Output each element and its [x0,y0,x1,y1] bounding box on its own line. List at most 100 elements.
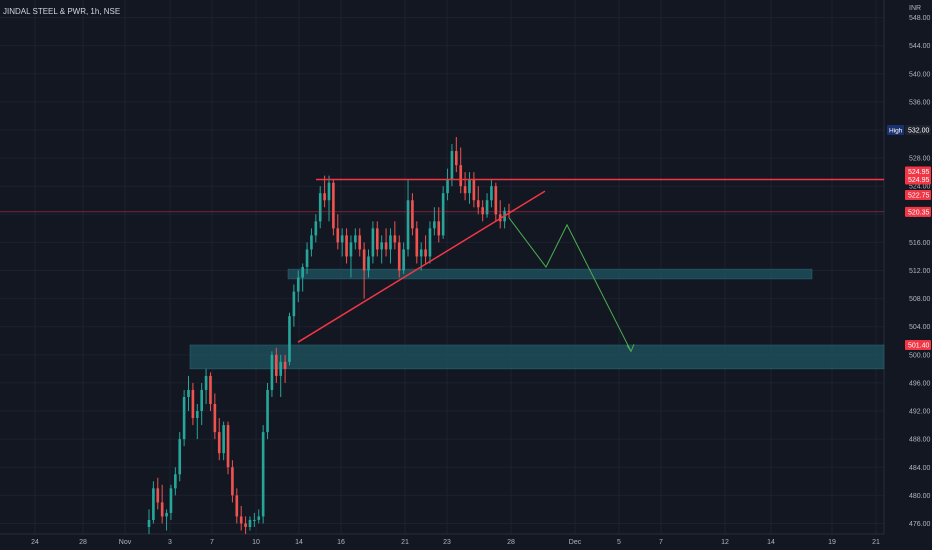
x-tick-label: 7 [210,539,214,546]
chart-title: JINDAL STEEL & PWR, 1h, NSE [3,7,120,16]
candle [327,175,331,222]
candle [209,372,212,412]
x-tick-label: 16 [337,539,345,546]
candle [235,488,239,524]
candle-body [441,193,445,236]
candle [437,207,441,243]
candle-body [200,389,203,412]
candle [358,228,362,257]
x-tick-label: 5 [617,539,621,546]
candle [248,516,252,531]
candle [424,235,427,264]
candle [187,375,190,412]
candle [481,200,484,222]
resistance-tag-b-bg [905,174,931,185]
x-axis[interactable]: 24 28 Nov 3 7 10 14 16 21 23 28 Dec 5 7 12 14 19 21 [31,539,880,546]
candle [393,221,397,250]
x-tick-label: 23 [443,539,451,546]
resistance-tag-a: 524.95 [905,166,931,177]
candle [204,368,208,405]
candle [160,484,164,524]
candle-body [468,179,471,194]
candle-body [393,235,397,243]
candle-body [231,467,234,496]
candle [468,172,471,204]
candle-body [437,221,441,236]
candle-body [327,182,331,201]
candle-body [446,179,449,194]
candle [389,228,392,264]
x-tick-label: 7 [659,539,663,546]
high-label-bg [887,124,904,135]
candle-body [463,186,467,194]
candle-body [450,151,454,180]
candle-body [182,396,186,440]
y-tick-label: 516.00 [909,240,931,247]
y-tick-label: 508.00 [909,296,931,303]
candle-body [406,200,410,250]
candle-body [349,242,353,257]
level-tag-c: 522.75 [905,189,931,200]
candle-body [472,179,476,201]
candle [375,221,379,257]
resistance-tag-a-bg [905,166,931,177]
candle [182,389,186,447]
x-tick-label: 3 [168,539,172,546]
y-tick-label: 492.00 [909,409,931,416]
last-price-tag-bg [905,206,931,217]
candle-body [283,361,287,369]
candle-body [362,249,366,271]
resistance-tag-a-text: 524.95 [908,169,930,176]
candle [441,186,445,239]
y-tick-label: 512.00 [909,268,931,275]
candle-body [384,242,388,250]
candle [191,382,195,426]
candle [169,484,173,520]
y-tick-label: 476.00 [909,521,931,528]
candle-body [160,502,164,517]
last-price-tag: 520.35 [905,206,931,217]
x-tick-label: 21 [401,539,409,546]
candle [332,179,335,236]
candle-body [226,425,230,468]
candle-body [314,221,318,236]
zones [189,268,885,370]
candle [507,203,511,218]
candle [354,228,357,250]
level-tag-c-bg [905,189,931,200]
candle-body [340,235,344,243]
candle [244,516,247,534]
candle-body [424,249,427,257]
candle [292,284,296,327]
candle [340,228,344,257]
candle-body [411,200,414,229]
candle [367,249,370,278]
high-label: High [889,127,903,134]
candle [178,432,182,482]
candle [314,214,318,243]
candle [336,214,340,250]
candle-body [147,519,151,527]
candle [419,242,423,271]
candle-body [310,235,313,250]
candle [402,242,405,275]
candle-body [266,389,269,433]
y-tick-label: 548.00 [909,15,931,22]
candle [459,147,463,194]
candle [349,235,353,278]
candle-body [481,207,484,215]
candle [345,228,348,264]
candle-body [244,523,247,527]
y-axis[interactable]: 476.00 480.00 484.00 488.00 492.00 496.00 500.… [909,15,931,528]
candle [323,175,326,208]
last-price-tag-text: 520.35 [908,209,930,216]
lower-zone [189,344,885,370]
candle-body [490,186,493,201]
candle [397,235,401,278]
candle [152,481,155,524]
candle [406,179,410,257]
resistance-tag-b: 524.95 [905,174,931,185]
projection-path [508,217,632,352]
candle [310,228,313,257]
